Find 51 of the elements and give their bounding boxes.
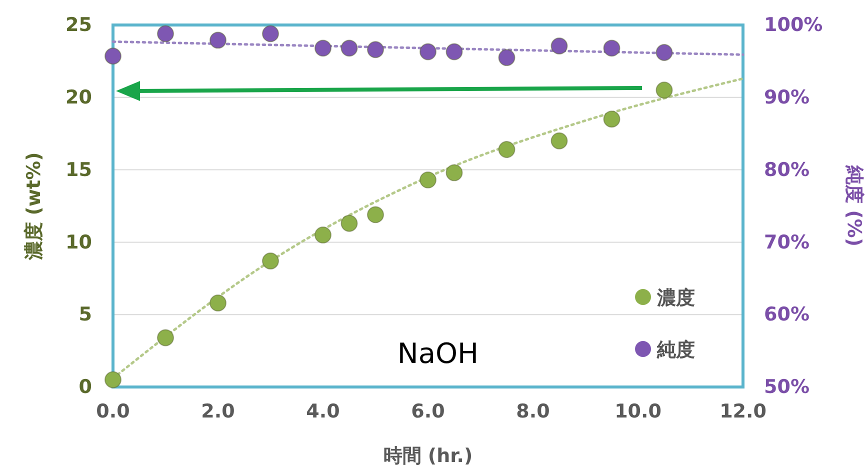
y-tick-label: 0 (78, 376, 92, 398)
point (104, 48, 122, 65)
x-tick-label: 4.0 (306, 400, 340, 422)
point (157, 25, 174, 42)
point (314, 40, 332, 57)
y2-tick-label: 80% (764, 158, 810, 181)
point (314, 226, 332, 244)
point (498, 49, 516, 66)
y-tick-label: 10 (66, 231, 92, 254)
point (210, 32, 226, 49)
y2-axis-title: 純度 (%) (843, 164, 865, 247)
point (340, 214, 358, 232)
y2-tick-label: 60% (764, 304, 810, 326)
point (550, 38, 568, 54)
y-axis-title: 濃度 (wt%) (23, 152, 45, 261)
point (446, 164, 463, 182)
x-tick-label: 10.0 (614, 400, 662, 422)
legend-label: 濃度 (656, 287, 695, 309)
y-tick-label: 15 (66, 158, 92, 181)
legend-label: 純度 (656, 339, 695, 361)
point (420, 171, 436, 188)
point (157, 329, 174, 346)
x-tick-label: 2.0 (201, 400, 235, 422)
point (340, 40, 358, 57)
point (603, 40, 620, 57)
point (446, 43, 463, 60)
point (498, 141, 516, 158)
point (262, 25, 279, 42)
point (656, 44, 673, 61)
point (420, 43, 436, 60)
x-tick-label: 6.0 (411, 400, 445, 422)
x-axis-title: 時間 (hr.) (383, 445, 473, 467)
y2-tick-label: 100% (764, 14, 823, 36)
point (550, 132, 568, 150)
y2-tick-label: 50% (764, 376, 810, 398)
y-tick-label: 20 (66, 86, 92, 108)
y-tick-label: 5 (78, 304, 92, 326)
point (656, 82, 673, 99)
x-tick-label: 12.0 (720, 400, 766, 422)
y2-tick-label: 70% (764, 231, 810, 254)
point (603, 110, 620, 128)
y-tick-label: 25 (66, 14, 92, 36)
point (262, 252, 279, 270)
y2-tick-label: 90% (764, 86, 810, 108)
point (367, 41, 384, 58)
point (210, 294, 226, 312)
x-tick-label: 8.0 (516, 400, 550, 422)
point (104, 371, 122, 388)
x-tick-label: 0.0 (96, 400, 130, 422)
point (367, 206, 384, 224)
annotation: NaOH (397, 337, 479, 370)
